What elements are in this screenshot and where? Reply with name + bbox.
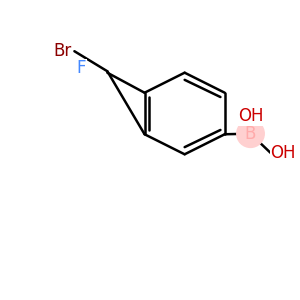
Text: B: B <box>245 125 256 143</box>
Text: OH: OH <box>271 144 296 162</box>
Circle shape <box>237 120 264 147</box>
Text: Br: Br <box>53 42 71 60</box>
Text: F: F <box>76 59 86 77</box>
Text: OH: OH <box>238 107 263 125</box>
